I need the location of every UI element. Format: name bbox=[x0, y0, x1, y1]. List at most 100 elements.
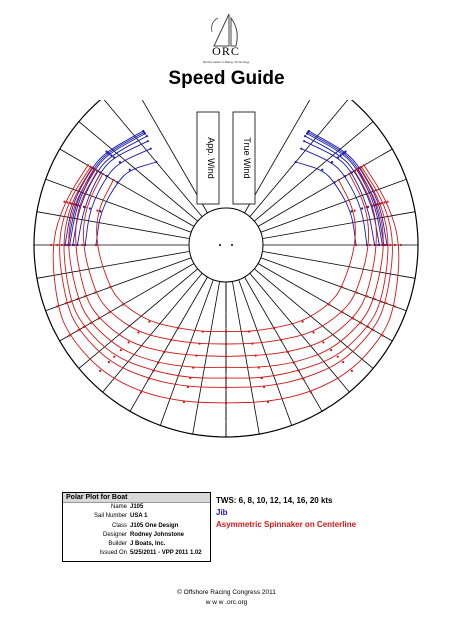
speed-tick bbox=[171, 308, 173, 310]
speed-tick bbox=[391, 304, 393, 306]
speed-tick bbox=[161, 168, 163, 170]
polar-point bbox=[186, 385, 189, 389]
speed-tick bbox=[338, 309, 340, 311]
polar-point bbox=[65, 243, 68, 247]
speed-tick bbox=[126, 187, 128, 189]
speed-tick bbox=[391, 184, 393, 186]
speed-tick bbox=[66, 272, 68, 274]
speed-tick bbox=[313, 397, 315, 399]
speed-tick bbox=[125, 328, 127, 330]
speed-tick bbox=[338, 224, 340, 226]
speed-tick bbox=[166, 278, 168, 280]
polar-point bbox=[365, 243, 368, 247]
polar-point bbox=[386, 200, 389, 203]
polar-point bbox=[76, 297, 79, 301]
polar-curve bbox=[301, 148, 368, 246]
speed-tick bbox=[259, 303, 261, 305]
polar-point bbox=[192, 366, 195, 369]
speed-tick bbox=[279, 308, 281, 310]
polar-point bbox=[149, 147, 152, 150]
speed-tick bbox=[282, 343, 284, 345]
info-label: Designer bbox=[102, 531, 127, 538]
speed-tick bbox=[168, 343, 170, 345]
speed-tick bbox=[225, 405, 227, 407]
polar-point bbox=[68, 334, 71, 337]
polar-point bbox=[72, 203, 75, 206]
polar-point bbox=[302, 378, 305, 381]
speed-tick bbox=[59, 304, 61, 306]
polar-point bbox=[260, 377, 263, 380]
polar-point bbox=[142, 129, 145, 133]
polar-point bbox=[84, 206, 87, 209]
speed-tick bbox=[117, 205, 119, 207]
speed-tick bbox=[48, 244, 51, 246]
speed-tick bbox=[290, 357, 292, 359]
speed-tick bbox=[301, 180, 303, 182]
polar-point bbox=[341, 311, 344, 314]
speed-tick bbox=[97, 221, 99, 223]
speed-tick bbox=[132, 210, 134, 212]
speed-tick bbox=[102, 140, 104, 143]
polar-curve bbox=[308, 130, 388, 246]
polar-point bbox=[279, 339, 282, 342]
polar-point bbox=[384, 302, 388, 305]
polar-point bbox=[94, 291, 97, 294]
polar-curve bbox=[226, 179, 356, 333]
speed-tick bbox=[378, 156, 380, 158]
polar-point bbox=[105, 175, 108, 178]
footer: © Offshore Racing Congress 2011 w w w .o… bbox=[0, 588, 453, 608]
speed-tick bbox=[59, 184, 61, 186]
polar-point bbox=[96, 169, 99, 172]
speed-tick bbox=[72, 156, 74, 158]
speed-tick bbox=[348, 140, 350, 143]
speed-tick bbox=[362, 294, 364, 296]
polar-point bbox=[363, 164, 366, 167]
polar-curve bbox=[226, 167, 389, 379]
legend: TWS: 6, 8, 10, 12, 14, 16, 20 kts Jib As… bbox=[216, 496, 356, 529]
speed-tick bbox=[131, 132, 134, 135]
polar-point bbox=[93, 168, 96, 171]
speed-tick bbox=[277, 288, 279, 290]
speed-tick bbox=[248, 308, 250, 310]
info-row: Designer Rodney Johnstone bbox=[63, 531, 210, 540]
speed-tick bbox=[280, 395, 282, 397]
legend-jib: Jib bbox=[216, 508, 228, 517]
speed-tick bbox=[144, 105, 147, 107]
speed-tick bbox=[284, 278, 286, 280]
speed-tick bbox=[103, 288, 105, 291]
speed-tick bbox=[202, 308, 204, 310]
footer-copyright: © Offshore Racing Congress 2011 bbox=[177, 589, 276, 596]
polar-curve bbox=[69, 133, 146, 246]
polar-point bbox=[112, 156, 115, 159]
info-row: Sail Number USA 1 bbox=[63, 512, 210, 521]
polar-curve bbox=[95, 161, 157, 246]
polar-point bbox=[64, 302, 68, 305]
speed-tick bbox=[183, 172, 185, 174]
polar-point bbox=[224, 401, 228, 404]
speed-tick bbox=[242, 341, 244, 344]
polar-point bbox=[368, 243, 371, 247]
speed-tick bbox=[225, 312, 227, 314]
speed-tick bbox=[269, 366, 272, 368]
polar-point bbox=[330, 349, 333, 352]
polar-point bbox=[331, 161, 334, 164]
polar-point bbox=[155, 160, 158, 164]
polar-point bbox=[69, 300, 72, 303]
logo-tagline: World Leader in Rating Technology bbox=[202, 60, 250, 64]
speed-tick bbox=[347, 288, 349, 291]
polar-curve bbox=[307, 131, 385, 246]
polar-curve bbox=[68, 168, 227, 368]
speed-tick bbox=[339, 244, 342, 246]
speed-tick bbox=[86, 163, 88, 166]
speed-tick bbox=[259, 337, 261, 339]
polar-point bbox=[360, 322, 363, 325]
speed-tick bbox=[191, 303, 193, 305]
speed-tick bbox=[322, 261, 325, 263]
polar-point bbox=[99, 210, 102, 213]
speed-tick bbox=[191, 185, 193, 187]
polar-point bbox=[97, 317, 100, 320]
polar-curve bbox=[225, 165, 400, 404]
speed-tick bbox=[309, 144, 311, 146]
speed-tick bbox=[151, 156, 153, 158]
polar-point bbox=[147, 378, 150, 381]
